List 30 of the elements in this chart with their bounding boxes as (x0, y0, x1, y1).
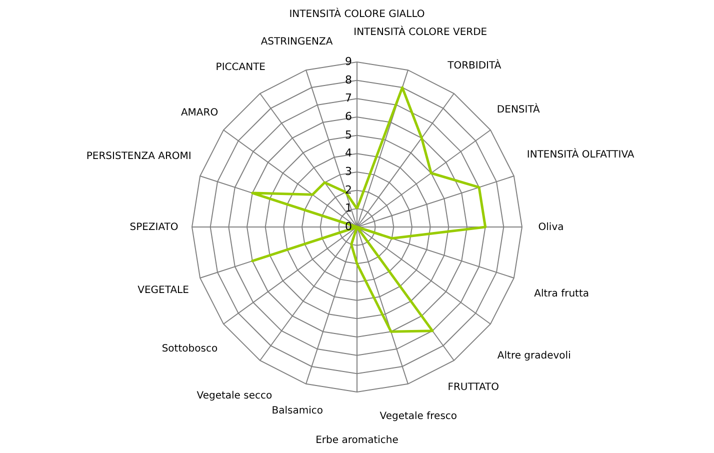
spoke-label: PICCANTE (216, 62, 266, 73)
spoke-label: TORBIDITÀ (446, 58, 502, 72)
spoke-label: Sottobosco (162, 344, 218, 355)
spoke-label: FRUTTATO (448, 382, 500, 394)
y-tick-label: 7 (345, 92, 352, 105)
spoke-label: DENSITÀ (496, 102, 540, 116)
spoke-label: Oliva (538, 222, 564, 233)
spoke-label: SPEZIATO (130, 222, 178, 233)
spoke-label: INTENSITÀ OLFATTIVA (526, 147, 634, 160)
spoke-label: INTENSITÀ COLORE VERDE (354, 24, 488, 38)
spoke-label: Altra frutta (534, 288, 590, 300)
y-tick-label: 3 (345, 165, 352, 178)
spoke-label: VEGETALE (138, 284, 189, 296)
spoke-label: AMARO (180, 108, 218, 119)
y-tick-label: 2 (345, 183, 352, 196)
spoke-label: Altre gradevoli (497, 350, 571, 362)
y-tick-label: 9 (345, 55, 352, 68)
spoke-label: Vegetale secco (196, 390, 272, 402)
y-tick-label: 8 (345, 73, 352, 86)
spoke-label: ASTRINGENZA (260, 36, 333, 48)
spoke-label: Erbe aromatiche (316, 435, 398, 446)
spoke-label: Balsamico (272, 406, 323, 417)
spoke-label: PERSISTENZA AROMI (86, 151, 192, 162)
y-tick-label: 1 (345, 202, 352, 215)
y-tick-label: 5 (345, 128, 352, 142)
y-tick-label: 4 (345, 146, 352, 160)
y-tick-label: 0 (345, 220, 352, 233)
spoke-label: INTENSITÀ COLORE GIALLO (289, 7, 425, 20)
y-tick-label: 6 (345, 110, 352, 123)
spoke-label: Vegetale fresco (380, 410, 458, 422)
